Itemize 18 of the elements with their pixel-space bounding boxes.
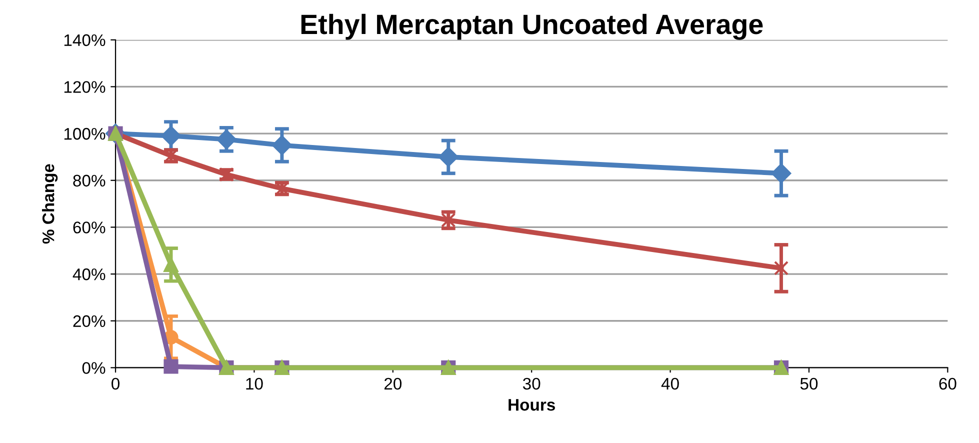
x-tick-label: 0	[112, 378, 120, 390]
y-tick-label: 80%	[73, 174, 106, 187]
y-tick-label: 120%	[64, 81, 106, 93]
x-tick-label: 10	[246, 378, 263, 390]
x-axis-title: Hours	[508, 399, 555, 411]
x-tick-label: 30	[522, 378, 540, 390]
x-tick-label: 40	[661, 378, 679, 390]
y-tick-label: 20%	[73, 315, 106, 328]
y-tick-label: 40%	[72, 268, 106, 280]
y-tick-label: 100%	[64, 128, 106, 140]
x-tick-label: 50	[800, 378, 818, 390]
y-tick-label: 0%	[82, 362, 106, 374]
x-tick-label: 20	[384, 378, 402, 390]
y-tick-label: 60%	[73, 222, 106, 234]
x-tick-label: 60	[939, 378, 956, 390]
y-axis-title: % Change	[42, 164, 58, 244]
y-tick-label: 140%	[64, 34, 106, 46]
chart-title: Ethyl Mercaptan Uncoated Average	[301, 14, 763, 40]
